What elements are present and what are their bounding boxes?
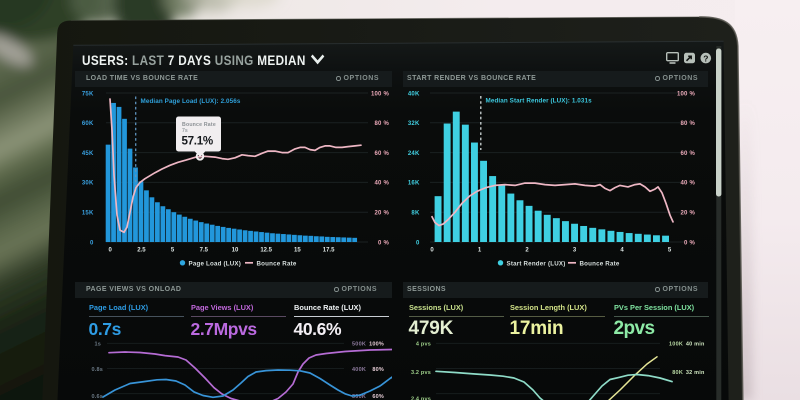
svg-text:0 %: 0 % <box>378 240 389 246</box>
svg-text:60 %: 60 % <box>375 151 390 157</box>
svg-text:75K: 75K <box>82 91 94 97</box>
svg-text:0: 0 <box>90 240 94 246</box>
svg-text:4 pvs: 4 pvs <box>416 341 431 347</box>
svg-text:400K: 400K <box>352 367 366 373</box>
svg-text:80 %: 80 % <box>681 121 696 127</box>
svg-text:3: 3 <box>573 248 577 254</box>
svg-text:45K: 45K <box>82 151 94 157</box>
svg-text:12.5: 12.5 <box>260 248 272 254</box>
svg-text:40 min: 40 min <box>686 341 705 347</box>
svg-text:40 %: 40 % <box>681 181 696 187</box>
svg-text:Bounce Rate: Bounce Rate <box>182 122 216 128</box>
svg-text:16K: 16K <box>408 181 420 187</box>
svg-text:2.4 pvs: 2.4 pvs <box>411 397 431 400</box>
svg-text:0: 0 <box>430 248 434 254</box>
svg-text:20 %: 20 % <box>681 211 696 217</box>
svg-text:7s: 7s <box>182 128 188 134</box>
svg-text:40K: 40K <box>408 91 420 97</box>
svg-text:80K: 80K <box>672 370 683 376</box>
svg-text:0: 0 <box>416 240 420 246</box>
svg-text:2: 2 <box>525 248 529 254</box>
svg-text:300K: 300K <box>352 394 366 400</box>
svg-text:Start Render (LUX): Start Render (LUX) <box>507 261 566 268</box>
svg-text:15: 15 <box>294 248 301 254</box>
svg-text:8K: 8K <box>411 211 420 217</box>
svg-text:60 %: 60 % <box>681 151 696 157</box>
svg-text:Page Load (LUX): Page Load (LUX) <box>189 261 242 268</box>
svg-text:80 %: 80 % <box>375 121 390 127</box>
svg-text:20 %: 20 % <box>375 211 390 217</box>
svg-text:3.2 pvs: 3.2 pvs <box>411 370 431 376</box>
svg-text:Median Start Render (LUX): 1.0: Median Start Render (LUX): 1.031s <box>486 98 593 105</box>
svg-text:57.1%: 57.1% <box>182 135 213 148</box>
svg-text:4: 4 <box>620 248 624 254</box>
svg-text:1s: 1s <box>94 342 101 348</box>
svg-text:40 %: 40 % <box>375 181 390 187</box>
svg-text:0 %: 0 % <box>684 240 695 246</box>
svg-text:17.5: 17.5 <box>323 248 335 254</box>
svg-text:32K: 32K <box>408 121 420 127</box>
svg-text:500K: 500K <box>352 342 366 348</box>
svg-text:100K: 100K <box>669 341 683 347</box>
svg-text:32 min: 32 min <box>686 370 705 376</box>
svg-text:1: 1 <box>478 248 482 254</box>
svg-text:30K: 30K <box>82 181 94 187</box>
svg-text:15K: 15K <box>82 211 94 217</box>
svg-text:10: 10 <box>232 248 239 254</box>
svg-text:80%: 80% <box>372 367 384 373</box>
svg-text:60%: 60% <box>372 394 384 400</box>
svg-text:7.5: 7.5 <box>200 248 209 254</box>
svg-text:5: 5 <box>171 248 175 254</box>
svg-text:Median Page Load (LUX): 2.056s: Median Page Load (LUX): 2.056s <box>141 98 241 105</box>
svg-text:?: ? <box>703 53 708 63</box>
svg-text:Bounce Rate: Bounce Rate <box>257 261 297 268</box>
svg-text:100 %: 100 % <box>371 91 389 97</box>
svg-text:0.6s: 0.6s <box>91 394 103 400</box>
svg-text:0: 0 <box>109 248 113 254</box>
svg-text:60K: 60K <box>82 121 94 127</box>
svg-text:0.8s: 0.8s <box>91 367 103 373</box>
svg-text:24K: 24K <box>408 151 420 157</box>
svg-text:5: 5 <box>668 248 672 254</box>
svg-text:2.5: 2.5 <box>137 248 146 254</box>
svg-text:100 %: 100 % <box>677 91 695 97</box>
svg-text:100%: 100% <box>369 342 384 348</box>
svg-text:Bounce Rate: Bounce Rate <box>580 261 620 268</box>
